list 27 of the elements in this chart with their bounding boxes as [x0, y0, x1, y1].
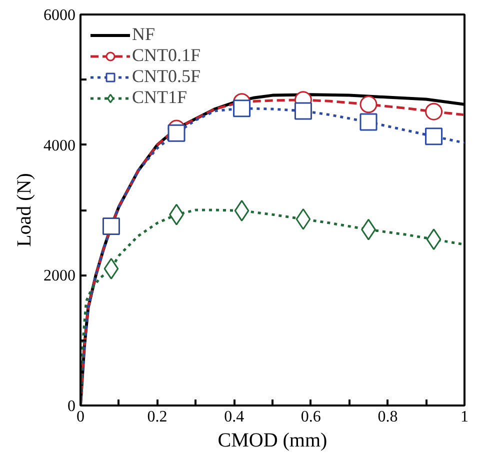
point	[296, 208, 311, 230]
y-tick-label: 4000	[44, 137, 76, 154]
point	[168, 124, 186, 142]
point	[102, 218, 120, 236]
x-tick-label: 0.2	[147, 408, 168, 426]
x-tick-label: 0.8	[378, 408, 398, 426]
point	[234, 200, 250, 222]
legend-label: CNT0.1F	[132, 45, 201, 66]
point	[233, 100, 251, 118]
y-tick-label: 2000	[44, 268, 76, 285]
legend-label: NF	[132, 24, 156, 45]
x-tick-label: 0.6	[300, 408, 321, 426]
point	[104, 258, 119, 280]
point	[426, 228, 442, 250]
x-tick-label: 1	[460, 408, 468, 426]
y-tick-label: 0	[68, 398, 76, 415]
y-tick-label: 6000	[44, 7, 76, 24]
y-axis-title: Load (N)	[14, 173, 36, 247]
legend-label: CNT1F	[132, 87, 188, 108]
point	[425, 128, 443, 146]
x-axis-title: CMOD (mm)	[218, 430, 328, 452]
x-tick-label: 0.4	[224, 408, 244, 426]
point	[294, 102, 312, 120]
legend-label: CNT0.5F	[132, 66, 201, 87]
point	[360, 96, 378, 114]
point	[425, 102, 443, 120]
point	[360, 113, 378, 131]
